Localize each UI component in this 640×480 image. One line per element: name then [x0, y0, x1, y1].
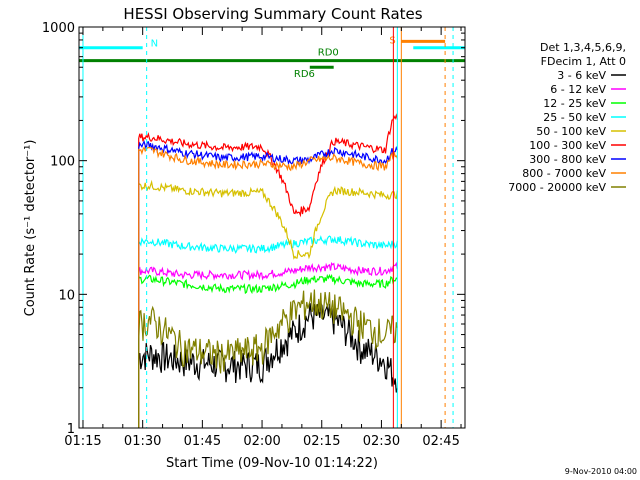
x-tick-label: 01:45 [184, 434, 221, 449]
x-tick-label: 02:15 [303, 434, 340, 449]
x-tick-label: 02:00 [243, 434, 280, 449]
legend-entry: 50 - 100 keV [536, 125, 606, 138]
series-layer [138, 113, 398, 428]
x-axis-label: Start Time (09-Nov-10 01:14:22) [166, 456, 378, 471]
orange-bar-label: S [389, 35, 395, 46]
series-line [138, 235, 398, 428]
cyan-bar-label: N [151, 39, 158, 50]
legend-entry: 3 - 6 keV [557, 69, 606, 82]
marker-lines [82, 27, 454, 428]
series-line [138, 146, 398, 428]
series-line [138, 179, 398, 428]
legend-header: Det 1,3,4,5,6,9, [540, 41, 626, 54]
footer-timestamp: 9-Nov-2010 04:00 [565, 467, 637, 476]
legend-entry: 300 - 800 keV [529, 153, 606, 166]
y-tick-label: 10 [58, 288, 75, 303]
series-line [138, 261, 398, 428]
legend-entry: 7000 - 20000 keV [508, 181, 606, 194]
legend-entry: 12 - 25 keV [543, 97, 606, 110]
x-tick-label: 01:15 [64, 434, 101, 449]
x-tick-label: 01:30 [124, 434, 161, 449]
y-axis-label: Count Rate (s⁻¹ detector⁻¹) [23, 140, 38, 317]
series-line [138, 289, 398, 428]
series-line [138, 273, 398, 428]
x-tick-label: 02:30 [363, 434, 400, 449]
legend-entry: 800 - 7000 keV [522, 167, 606, 180]
legend-entry: 25 - 50 keV [543, 111, 606, 124]
series-line [138, 140, 398, 428]
green-bar-upper-label: RD0 [318, 48, 339, 59]
y-tick-label: 100 [50, 155, 75, 170]
y-axis-ticks: 1 10 100 1000 [42, 21, 465, 437]
plot-frame [78, 26, 466, 429]
y-tick-label: 1000 [42, 21, 75, 36]
legend-entry: 100 - 300 keV [529, 139, 606, 152]
y-tick-label: 1 [67, 422, 75, 437]
chart-title: HESSI Observing Summary Count Rates [123, 5, 422, 23]
legend: Det 1,3,4,5,6,9,FDecim 1, Att 03 - 6 keV… [508, 41, 626, 194]
x-axis-ticks: 01:15 01:30 01:45 02:00 02:15 02:30 02:45 [64, 27, 462, 449]
x-tick-label: 02:45 [422, 434, 459, 449]
green-bar-lower-label: RD6 [294, 69, 315, 80]
legend-entry: 6 - 12 keV [550, 83, 606, 96]
legend-header: FDecim 1, Att 0 [541, 55, 626, 68]
